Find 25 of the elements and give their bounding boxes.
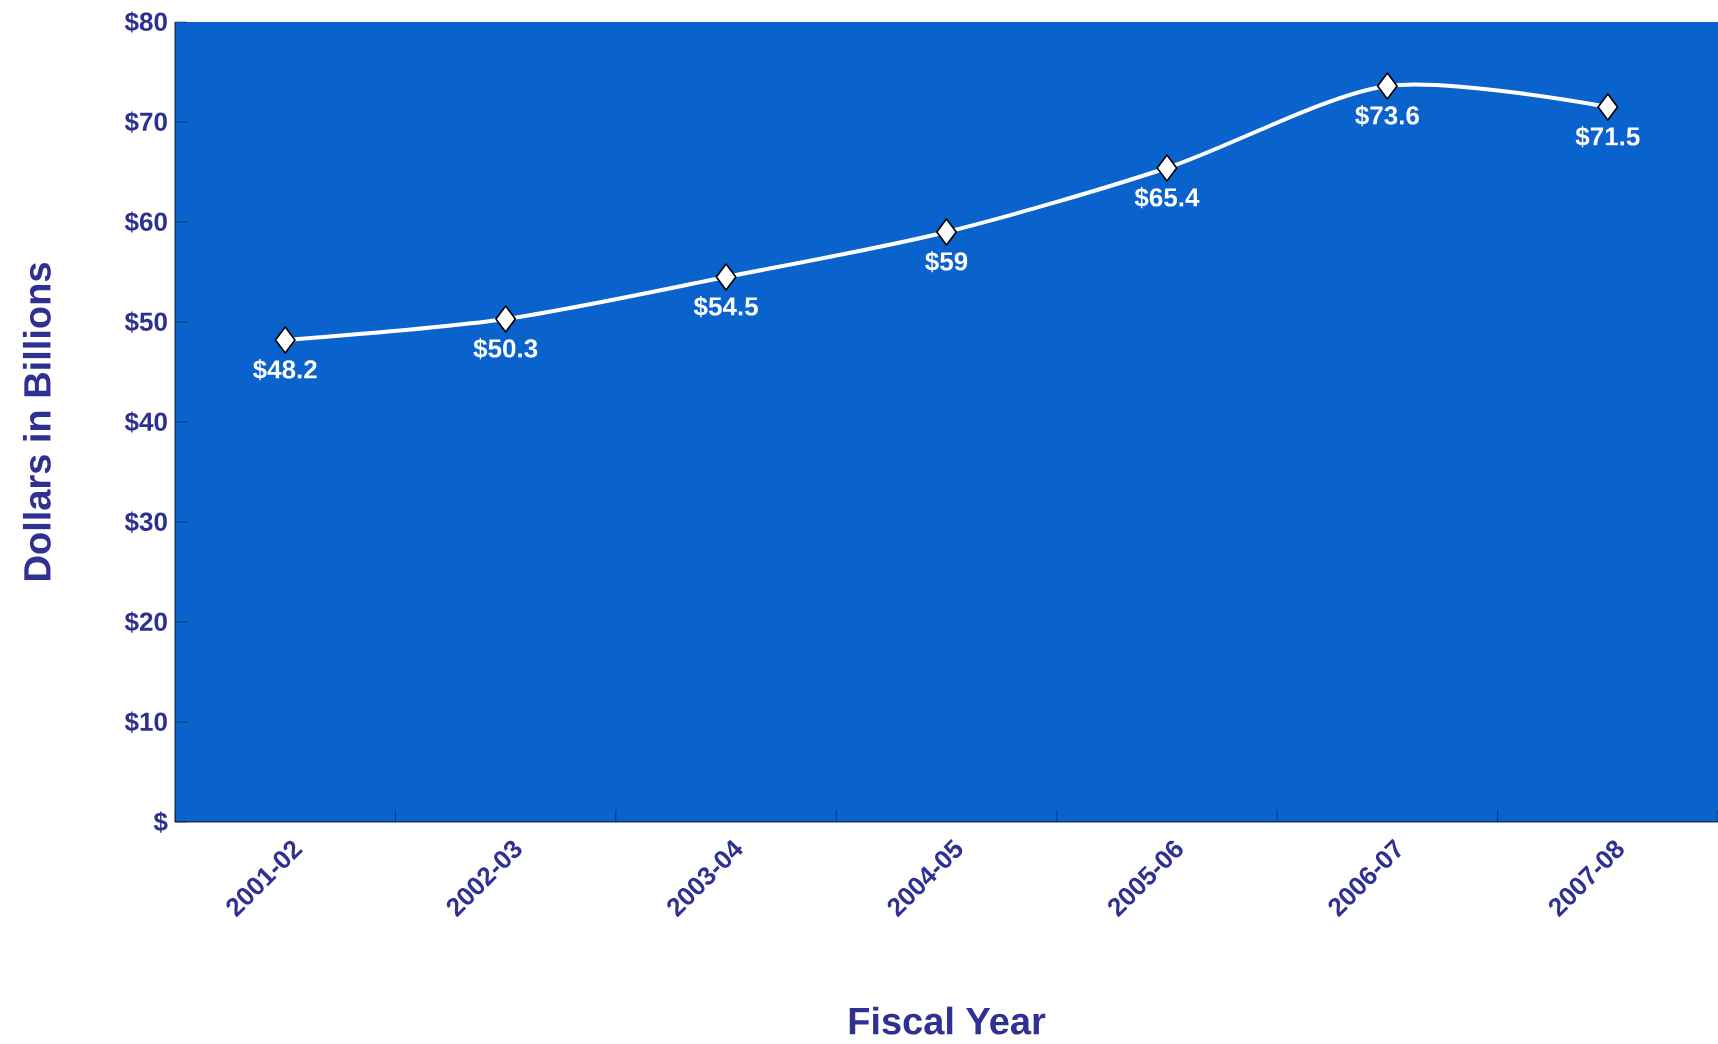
- data-label: $59: [925, 251, 968, 273]
- data-label: $65.4: [1134, 187, 1200, 209]
- point: [715, 263, 737, 291]
- y-tick-label: $50: [124, 311, 167, 333]
- data-label: $50.3: [473, 338, 538, 360]
- y-tick-label: $: [153, 811, 168, 833]
- data-label: $73.6: [1355, 105, 1419, 127]
- point: [274, 326, 296, 354]
- point: [1156, 154, 1178, 182]
- x-axis-title: Fiscal Year: [849, 1006, 1046, 1035]
- data-label: $71.5: [1575, 126, 1640, 148]
- y-tick-label: $30: [124, 511, 167, 533]
- data-label: $54.5: [693, 296, 758, 318]
- y-tick-label: $10: [124, 711, 167, 733]
- point: [935, 218, 958, 246]
- y-tick-label: $60: [124, 211, 167, 233]
- y-tick-label: $20: [124, 611, 167, 633]
- point: [1376, 72, 1398, 100]
- y-axis-title: Dollars in Billions: [22, 263, 51, 580]
- data-label: $48.2: [253, 359, 317, 381]
- y-tick-label: $40: [124, 411, 167, 433]
- point: [495, 305, 517, 333]
- point: [1597, 93, 1619, 121]
- y-tick-label: $70: [124, 111, 167, 133]
- y-tick-label: $80: [124, 11, 167, 33]
